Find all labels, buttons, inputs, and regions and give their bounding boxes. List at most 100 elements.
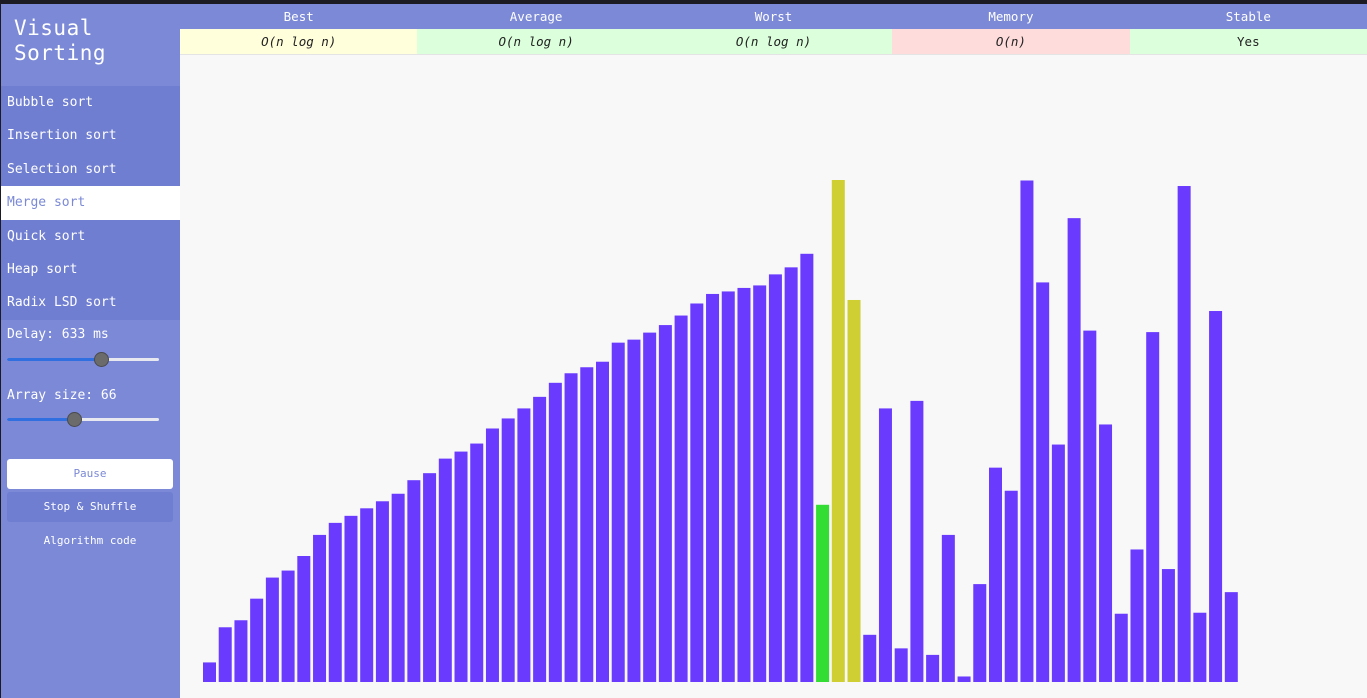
- bar-14: [423, 473, 437, 682]
- algorithm-item-quick-sort[interactable]: Quick sort: [1, 219, 180, 253]
- bar-28: [643, 332, 657, 682]
- algorithm-item-insertion-sort[interactable]: Insertion sort: [1, 119, 180, 153]
- value-average: O(n log n): [417, 29, 655, 54]
- algorithm-item-heap-sort[interactable]: Heap sort: [1, 252, 180, 287]
- header-worst: Worst: [754, 9, 793, 24]
- bar-16: [454, 451, 468, 682]
- algorithm-item-bubble-sort[interactable]: Bubble sort: [1, 86, 180, 120]
- bar-20: [517, 408, 531, 682]
- array-size-slider[interactable]: [7, 411, 159, 427]
- header-memory: Memory: [988, 9, 1034, 24]
- bar-64: [1209, 311, 1223, 682]
- bar-33: [721, 291, 735, 682]
- bar-52: [1020, 180, 1034, 682]
- app-title: Visual Sorting: [14, 16, 107, 65]
- bar-4: [265, 577, 279, 682]
- pause-button[interactable]: Pause: [7, 459, 173, 489]
- bar-23: [564, 373, 578, 682]
- delay-slider-thumb[interactable]: [94, 352, 110, 367]
- value-worst: O(n log n): [654, 29, 893, 54]
- bar-36: [768, 274, 782, 682]
- bar-51: [1004, 490, 1018, 682]
- bar-26: [611, 342, 625, 682]
- bar-5: [281, 570, 295, 682]
- array-size-label: Array size: 66: [7, 388, 117, 403]
- complexity-header-row: Best Average Worst Memory Stable: [180, 4, 1367, 29]
- algorithm-code-button[interactable]: Algorithm code: [43, 534, 137, 547]
- bar-8: [328, 522, 342, 682]
- bar-56: [1083, 330, 1097, 682]
- value-stable: Yes: [1129, 29, 1367, 54]
- bar-42: [863, 634, 877, 682]
- bar-43: [878, 408, 892, 682]
- bar-15: [438, 458, 452, 682]
- bar-55: [1067, 218, 1081, 682]
- bar-31: [690, 303, 704, 682]
- bar-59: [1130, 549, 1144, 682]
- algorithm-item-selection-sort[interactable]: Selection sort: [1, 152, 180, 187]
- bar-11: [375, 501, 389, 682]
- bar-13: [407, 480, 421, 682]
- delay-label: Delay: 633 ms: [7, 327, 109, 342]
- sorting-visualization: [180, 56, 1367, 698]
- header-stable: Stable: [1225, 9, 1271, 24]
- bar-37: [784, 267, 798, 682]
- bar-3: [250, 598, 264, 682]
- bar-57: [1099, 424, 1113, 682]
- bar-29: [658, 325, 672, 682]
- bar-54: [1051, 444, 1065, 682]
- value-memory: O(n): [892, 29, 1130, 54]
- bar-30: [674, 315, 688, 682]
- header-best: Best: [283, 9, 314, 24]
- bar-32: [706, 293, 720, 682]
- app-window: Visual Sorting Bubble sort Insertion sort…: [1, 4, 1367, 698]
- bar-65: [1224, 592, 1238, 682]
- bar-1: [218, 627, 232, 682]
- bar-9: [344, 515, 358, 682]
- bar-45: [910, 400, 924, 682]
- bar-53: [1036, 282, 1050, 682]
- bar-35: [753, 285, 767, 682]
- delay-slider[interactable]: [7, 351, 159, 367]
- bar-18: [485, 428, 499, 682]
- algorithm-list: Bubble sort Insertion sort Selection sort M…: [1, 86, 180, 320]
- bar-46: [926, 654, 940, 682]
- bar-34: [737, 287, 751, 682]
- bar-38: [800, 253, 814, 682]
- bar-50: [989, 467, 1002, 682]
- bar-61: [1161, 569, 1175, 682]
- bar-62: [1177, 186, 1191, 682]
- bar-47: [941, 534, 955, 682]
- bar-21: [533, 396, 547, 682]
- stop-shuffle-button[interactable]: Stop & Shuffle: [7, 492, 173, 522]
- bar-19: [501, 418, 515, 682]
- complexity-value-row: O(n log n) O(n log n) O(n log n) O(n) Ye…: [180, 29, 1367, 55]
- bar-22: [548, 382, 562, 682]
- algorithm-item-merge-sort[interactable]: Merge sort: [1, 186, 180, 220]
- bar-chart: [203, 180, 1238, 682]
- bar-25: [596, 361, 609, 682]
- algorithm-item-radix-lsd-sort[interactable]: Radix LSD sort: [1, 286, 180, 320]
- array-size-slider-thumb[interactable]: [66, 412, 82, 427]
- header-average: Average: [509, 9, 563, 24]
- bar-41: [847, 299, 861, 682]
- value-best: O(n log n): [180, 29, 418, 54]
- bar-49: [973, 584, 987, 682]
- bar-58: [1114, 613, 1128, 682]
- bar-7: [313, 534, 327, 682]
- delay-slider-fill: [7, 358, 102, 361]
- array-size-slider-track: [7, 418, 159, 421]
- bar-12: [391, 493, 405, 682]
- bar-40: [831, 180, 845, 682]
- bar-39: [816, 504, 830, 682]
- bar-63: [1193, 612, 1207, 682]
- bar-27: [627, 339, 641, 682]
- bar-10: [360, 508, 374, 682]
- array-size-slider-fill: [7, 418, 74, 421]
- bar-17: [470, 443, 484, 682]
- bar-44: [894, 648, 908, 682]
- bar-60: [1146, 332, 1160, 682]
- bar-6: [297, 556, 311, 682]
- bar-24: [580, 367, 594, 682]
- sidebar: Visual Sorting Bubble sort Insertion sort…: [1, 4, 180, 698]
